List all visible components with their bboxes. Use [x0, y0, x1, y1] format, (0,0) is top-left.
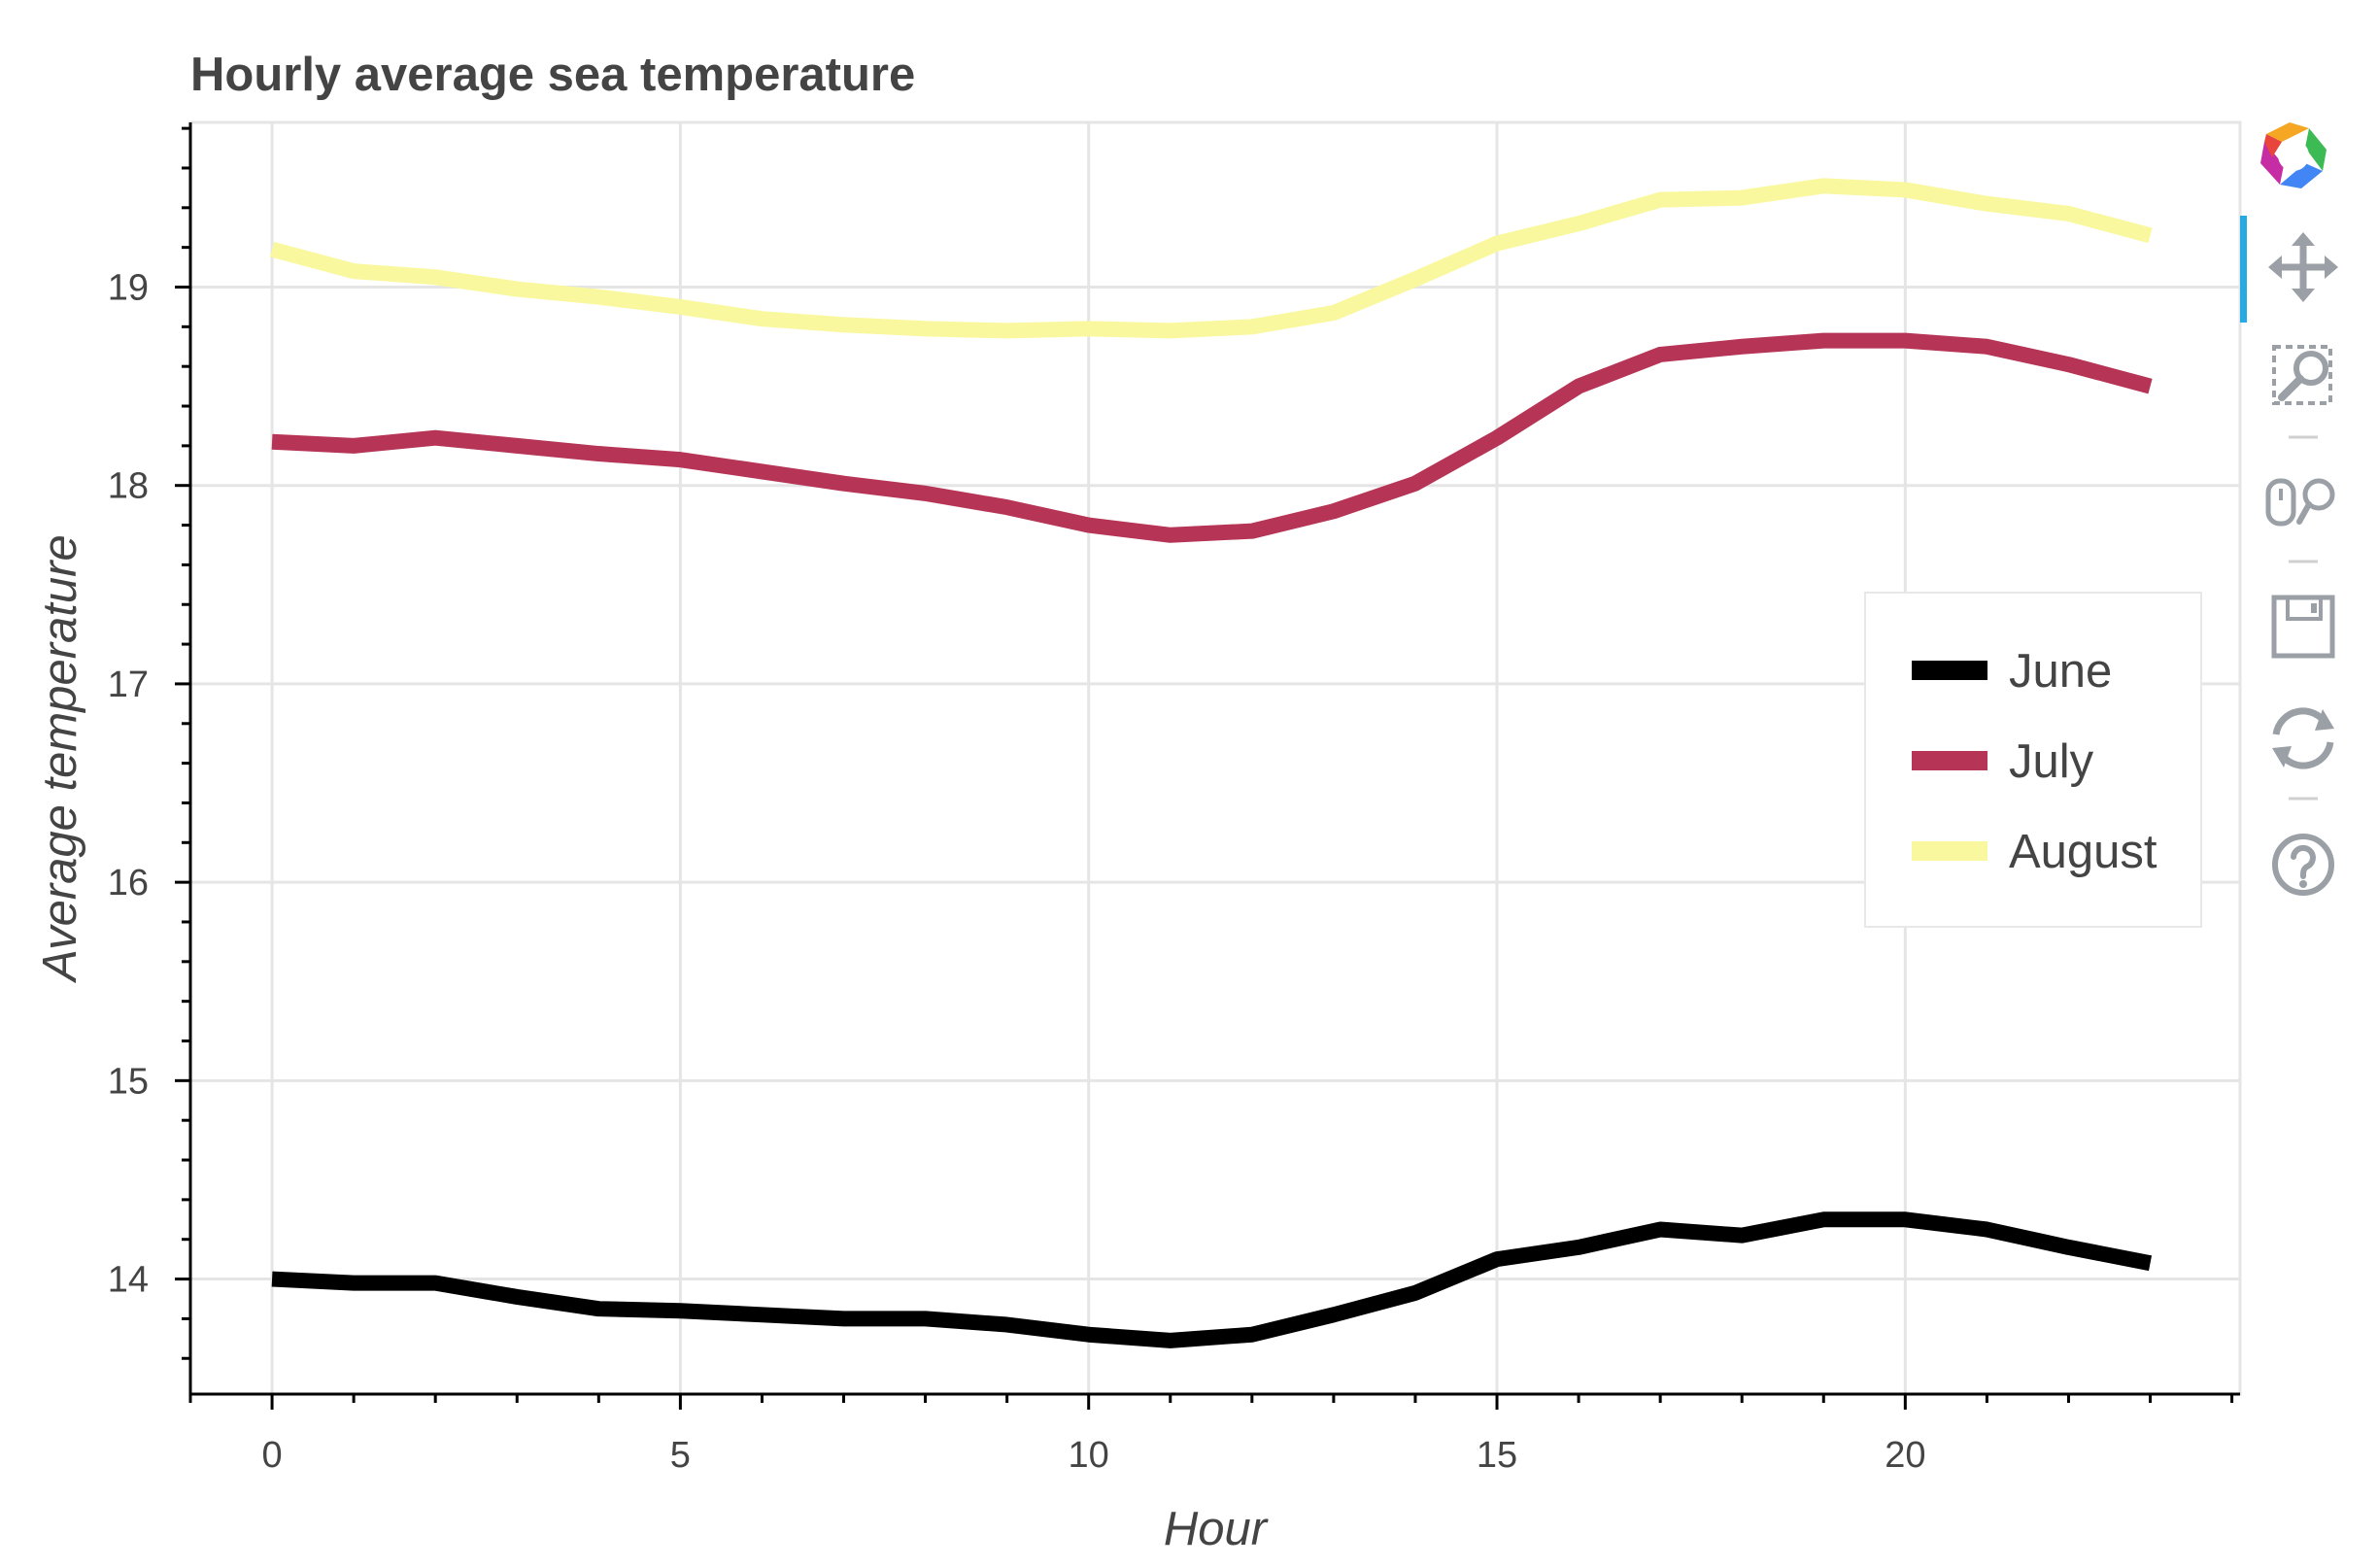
y-tick-label: 16 — [108, 863, 149, 903]
bokeh-logo-icon[interactable] — [2260, 122, 2327, 188]
y-tick-label: 15 — [108, 1061, 149, 1102]
y-tick-label: 14 — [108, 1260, 149, 1301]
grid-lines — [190, 122, 2240, 1394]
y-tick-label: 17 — [108, 665, 149, 705]
legend-label-july: July — [2009, 735, 2094, 788]
wheel-zoom-icon[interactable] — [2265, 478, 2335, 527]
y-axis-label: Average temperature — [34, 534, 86, 983]
reset-icon[interactable] — [2272, 707, 2334, 769]
legend: June July August — [1864, 592, 2202, 928]
save-icon[interactable] — [2271, 595, 2335, 659]
legend-label-august: August — [2009, 826, 2157, 878]
x-axis-label: Hour — [1164, 1503, 1269, 1555]
pan-icon[interactable] — [2268, 232, 2338, 302]
series-lines — [269, 178, 2153, 1348]
chart-title: Hourly average sea temperature — [190, 49, 915, 101]
box-zoom-icon[interactable] — [2272, 345, 2332, 405]
y-tick-label: 19 — [108, 267, 149, 308]
active-tool-indicator — [2240, 216, 2247, 323]
series-line-june — [271, 1211, 2153, 1348]
legend-label-june: June — [2009, 645, 2112, 698]
x-tick-label: 0 — [261, 1435, 282, 1476]
x-ticks: 0 5 10 15 20 — [188, 1394, 2234, 1476]
axes: 0 5 10 15 20 14 15 16 17 18 19 — [108, 122, 2240, 1476]
x-tick-label: 15 — [1477, 1435, 1517, 1476]
x-tick-label: 10 — [1069, 1435, 1109, 1476]
help-icon[interactable] — [2272, 834, 2334, 896]
series-line-july — [271, 332, 2153, 543]
x-tick-label: 20 — [1885, 1435, 1925, 1476]
y-tick-label: 18 — [108, 466, 149, 507]
x-tick-label: 5 — [670, 1435, 691, 1476]
y-ticks: 14 15 16 17 18 19 — [108, 126, 190, 1360]
toolbar — [2240, 122, 2338, 896]
series-line-august — [269, 178, 2153, 339]
